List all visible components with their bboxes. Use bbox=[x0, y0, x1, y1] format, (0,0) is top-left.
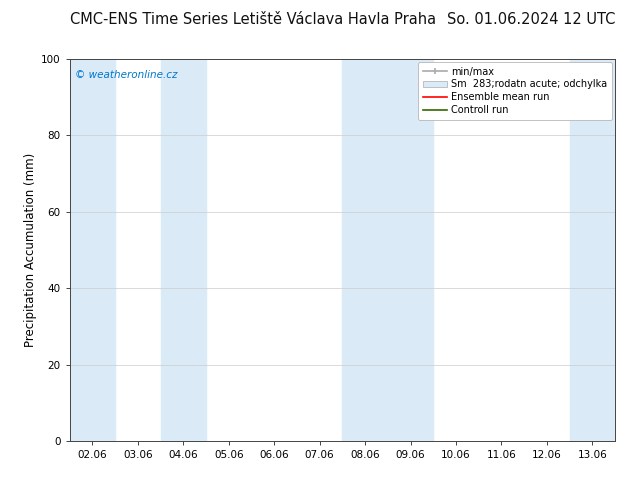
Text: © weatheronline.cz: © weatheronline.cz bbox=[75, 70, 178, 80]
Bar bbox=[342, 59, 433, 441]
Text: So. 01.06.2024 12 UTC: So. 01.06.2024 12 UTC bbox=[446, 12, 615, 27]
Bar bbox=[160, 59, 206, 441]
Text: CMC-ENS Time Series Letiště Václava Havla Praha: CMC-ENS Time Series Letiště Václava Havl… bbox=[70, 12, 436, 27]
Legend: min/max, Sm  283;rodatn acute; odchylka, Ensemble mean run, Controll run: min/max, Sm 283;rodatn acute; odchylka, … bbox=[418, 62, 612, 120]
Y-axis label: Precipitation Accumulation (mm): Precipitation Accumulation (mm) bbox=[24, 153, 37, 347]
Bar bbox=[70, 59, 115, 441]
Bar bbox=[569, 59, 615, 441]
